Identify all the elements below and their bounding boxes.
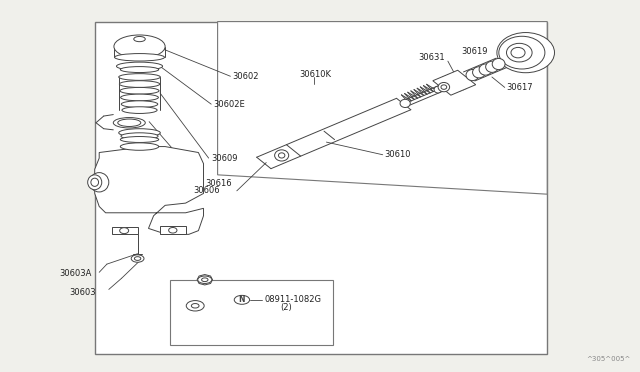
Text: 30603A: 30603A [60,269,92,278]
Ellipse shape [90,173,109,192]
Ellipse shape [122,107,157,113]
Ellipse shape [119,74,161,80]
Text: 30603: 30603 [69,288,96,296]
Ellipse shape [441,85,447,89]
Ellipse shape [134,36,145,42]
Ellipse shape [202,278,208,282]
Ellipse shape [120,67,159,73]
Ellipse shape [114,35,165,58]
Text: (2): (2) [280,303,292,312]
Ellipse shape [91,178,99,186]
Text: 30609: 30609 [211,154,237,163]
Ellipse shape [434,86,442,93]
Polygon shape [112,227,138,234]
Polygon shape [433,70,476,95]
Ellipse shape [506,43,532,62]
Text: 30619: 30619 [461,47,487,56]
Ellipse shape [486,61,499,73]
Ellipse shape [134,257,141,260]
Ellipse shape [121,133,158,140]
Ellipse shape [492,58,505,70]
Ellipse shape [234,295,250,304]
Ellipse shape [191,304,199,308]
Ellipse shape [278,153,285,158]
Ellipse shape [120,87,159,94]
Text: N: N [239,295,245,304]
Ellipse shape [466,70,479,81]
Text: 30610: 30610 [384,150,410,159]
Ellipse shape [472,67,485,78]
Ellipse shape [120,143,159,150]
Text: 30617: 30617 [506,83,532,92]
Polygon shape [218,22,547,194]
Ellipse shape [120,137,159,142]
Text: 30616: 30616 [205,179,232,187]
Ellipse shape [499,36,545,69]
Ellipse shape [275,150,289,161]
Polygon shape [160,226,186,234]
Ellipse shape [169,227,177,233]
Ellipse shape [131,255,144,262]
Polygon shape [95,147,204,234]
Text: 30602E: 30602E [213,100,245,109]
Ellipse shape [511,47,525,58]
Ellipse shape [118,119,141,126]
Ellipse shape [113,118,145,128]
Ellipse shape [198,276,212,283]
Ellipse shape [121,94,159,101]
Polygon shape [197,275,212,285]
Text: 30602: 30602 [232,72,259,81]
Ellipse shape [497,32,554,73]
Ellipse shape [122,101,158,108]
Ellipse shape [116,62,163,70]
Text: 08911-1082G: 08911-1082G [264,295,321,304]
Ellipse shape [438,83,450,92]
Bar [95,22,547,354]
Ellipse shape [115,54,164,61]
Ellipse shape [88,175,102,190]
Ellipse shape [186,301,204,311]
Text: 30631: 30631 [418,53,445,62]
Ellipse shape [120,81,160,87]
Bar [170,280,333,345]
Text: 30606: 30606 [193,186,220,195]
Ellipse shape [400,99,410,108]
Text: 30610K: 30610K [300,70,332,79]
Ellipse shape [119,129,161,137]
Ellipse shape [479,64,492,75]
Ellipse shape [120,228,129,234]
Text: ^305^005^: ^305^005^ [586,356,630,362]
